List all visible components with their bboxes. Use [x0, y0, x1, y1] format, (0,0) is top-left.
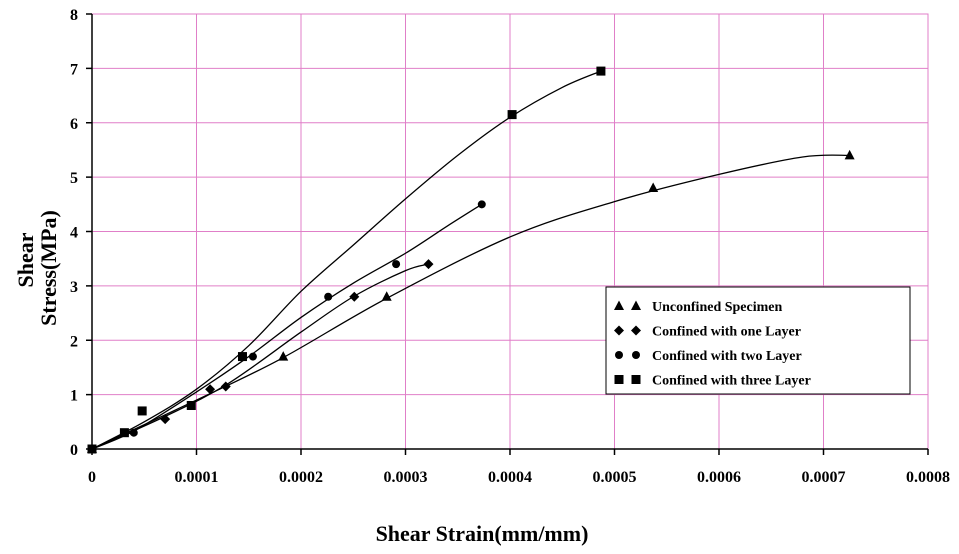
data-point-square — [507, 110, 517, 120]
data-point-square — [119, 428, 129, 438]
legend: Unconfined Specimen Confined with one Lay… — [605, 286, 911, 395]
x-tick-label: 0.0001 — [175, 469, 219, 486]
series-line-4 — [91, 70, 602, 450]
x-tick-label: 0.0005 — [593, 469, 637, 486]
data-point-square — [237, 352, 247, 362]
x-tick-label: 0.0003 — [384, 469, 428, 486]
series-line-2 — [91, 263, 429, 450]
legend-box — [605, 286, 911, 395]
data-point-diamond — [349, 291, 360, 302]
legend-marker-triangle — [614, 300, 624, 310]
y-tick-label: 8 — [70, 7, 78, 24]
legend-marker-diamond — [631, 325, 641, 336]
y-tick-label: 0 — [70, 442, 78, 459]
data-point-triangle — [648, 182, 659, 192]
legend-marker-diamond — [614, 325, 624, 336]
x-tick-label: 0.0004 — [488, 469, 532, 486]
data-point-diamond — [220, 381, 231, 392]
y-tick-label: 5 — [70, 170, 78, 187]
legend-marker-circle — [615, 351, 623, 359]
y-tick-label: 3 — [70, 279, 78, 296]
legend-marker-circle — [632, 351, 640, 359]
data-point-square — [87, 444, 97, 454]
data-point-square — [186, 401, 196, 410]
legend-label: Confined with two Layer — [652, 349, 802, 364]
y-tick-label: 1 — [70, 388, 78, 405]
data-point-square — [596, 66, 606, 76]
data-point-diamond — [423, 259, 434, 270]
series-markers — [87, 66, 855, 454]
legend-label: Confined with one Layer — [652, 325, 801, 340]
data-point-triangle — [381, 291, 392, 301]
data-point-triangle — [278, 351, 289, 361]
data-point-circle — [248, 352, 257, 361]
legend-marker-square — [631, 375, 641, 384]
y-axis-title-line-2: Stress(MPa) — [36, 210, 61, 326]
x-axis-title: Shear Strain(mm/mm) — [376, 521, 589, 546]
legend-marker-square — [614, 375, 624, 384]
legend-label: Unconfined Specimen — [652, 300, 783, 315]
y-tick-label: 2 — [70, 333, 78, 350]
data-point-triangle — [844, 149, 855, 160]
x-tick-label: 0.0007 — [802, 469, 846, 486]
x-tick-label: 0 — [88, 469, 96, 486]
data-point-circle — [129, 428, 138, 437]
data-point-diamond — [205, 384, 216, 395]
data-point-circle — [392, 260, 401, 269]
series-curves — [91, 70, 850, 450]
y-tick-label: 7 — [70, 61, 78, 78]
data-point-square — [137, 406, 147, 416]
y-axis-title-line-1: Shear — [13, 232, 38, 287]
x-tick-label: 0.0008 — [906, 469, 950, 486]
series-line-3 — [91, 203, 483, 450]
legend-marker-triangle — [631, 300, 641, 310]
data-point-diamond — [160, 414, 171, 425]
y-tick-label: 4 — [70, 225, 78, 242]
axis-ticks: 0 0.0001 0.0002 0.0003 0.0004 0.0005 0.0006 0.0… — [70, 7, 950, 486]
legend-label: Confined with three Layer — [652, 374, 811, 389]
data-point-circle — [477, 200, 486, 209]
data-point-circle — [324, 292, 333, 301]
x-tick-label: 0.0002 — [279, 469, 323, 486]
x-tick-label: 0.0006 — [697, 469, 741, 486]
y-tick-label: 6 — [70, 116, 78, 133]
